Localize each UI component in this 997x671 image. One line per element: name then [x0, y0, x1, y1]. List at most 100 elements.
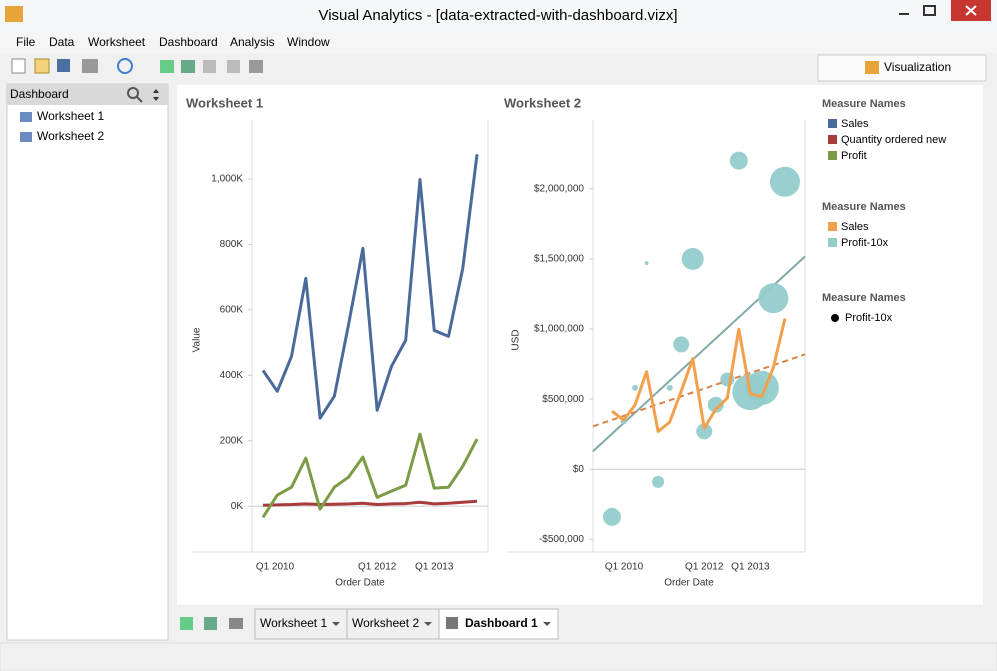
x-tick-label: Q1 2013	[415, 562, 454, 573]
tool-save[interactable]	[57, 59, 70, 72]
bubble	[769, 166, 800, 197]
y-tick-label: $2,000,000	[534, 183, 584, 194]
bubble	[681, 247, 704, 270]
maximize[interactable]	[923, 5, 936, 16]
legend-label: Quantity ordered new	[841, 134, 946, 146]
bottom-tab-label: Dashboard 1	[465, 616, 538, 630]
window-title: Visual Analytics - [data-extracted-with-…	[318, 7, 677, 24]
y-tick-label: 600K	[220, 304, 244, 315]
bottom-tab[interactable]	[438, 608, 559, 640]
bubble	[644, 261, 649, 266]
dashboard-area	[177, 85, 983, 605]
tab-icon	[229, 618, 243, 629]
tab-dropdown[interactable]	[424, 622, 432, 626]
legend-swatch	[828, 151, 837, 160]
search-icon[interactable]	[127, 87, 139, 99]
y-axis-label: USD	[511, 329, 522, 350]
sidebar-item[interactable]: Worksheet 2	[37, 129, 104, 143]
series-line	[261, 432, 479, 519]
chart-title: Worksheet 2	[504, 95, 581, 110]
bottom-tab[interactable]	[254, 608, 348, 640]
tool-chart[interactable]	[203, 60, 216, 73]
bubble	[673, 336, 690, 353]
menu-bar	[0, 31, 997, 53]
bottom-tab-label: Worksheet 2	[352, 616, 419, 630]
bubble	[758, 283, 789, 314]
legend-swatch	[828, 238, 837, 247]
y-tick-label: 200K	[220, 435, 244, 446]
tool-filter[interactable]	[227, 60, 240, 73]
legend-swatch	[828, 222, 837, 231]
legend-label: Profit-10x	[841, 237, 889, 249]
visualization-tab[interactable]	[817, 54, 987, 82]
legend-label: Sales	[841, 221, 869, 233]
bubble	[666, 384, 673, 391]
menu-item[interactable]: Dashboard	[159, 35, 218, 49]
close-icon	[965, 5, 977, 16]
tool-sort[interactable]	[249, 60, 263, 73]
series-line	[261, 154, 479, 420]
tool-open[interactable]	[34, 58, 50, 74]
tool-add-dash[interactable]	[181, 60, 195, 73]
x-tick-label: Q1 2010	[256, 562, 295, 573]
x-axis-label: Order Date	[335, 578, 385, 589]
tool-refresh[interactable]	[117, 58, 133, 74]
sidebar-item[interactable]: Worksheet 1	[37, 109, 104, 123]
menu-item[interactable]: Worksheet	[88, 35, 146, 49]
menu-item[interactable]: File	[16, 35, 36, 49]
series-line	[262, 499, 478, 507]
x-tick-label: Q1 2010	[605, 562, 644, 573]
legend-title: Measure Names	[822, 98, 906, 110]
menu-item[interactable]: Data	[49, 35, 75, 49]
tab-dropdown[interactable]	[332, 622, 340, 626]
y-tick-label: $1,000,000	[534, 324, 584, 335]
sidebar-title: Dashboard	[10, 87, 69, 101]
legend-label: Sales	[841, 118, 869, 130]
tab-dropdown[interactable]	[543, 622, 551, 626]
sheet-icon	[20, 132, 32, 142]
sheet-icon	[20, 112, 32, 122]
x-tick-label: Q1 2012	[358, 562, 397, 573]
dashboard-tab-icon	[446, 617, 458, 629]
y-tick-label: 400K	[220, 370, 244, 381]
y-tick-label: 1,000K	[211, 174, 243, 185]
tool-add-sheet[interactable]	[160, 60, 174, 73]
bubble	[632, 384, 639, 391]
legend-label: Profit-10x	[845, 312, 893, 324]
y-tick-label: 0K	[231, 501, 244, 512]
x-tick-label: Q1 2012	[685, 562, 724, 573]
bubble	[744, 370, 779, 405]
y-tick-label: $1,500,000	[534, 253, 584, 264]
x-axis-label: Order Date	[664, 578, 714, 589]
bubble	[696, 423, 713, 440]
y-tick-label: $0	[573, 464, 585, 475]
chart-title: Worksheet 1	[186, 95, 263, 110]
legend-swatch	[828, 119, 837, 128]
sort-icon[interactable]	[153, 89, 159, 101]
tab-icon	[180, 617, 193, 630]
bubble	[652, 475, 665, 488]
x-tick-label: Q1 2013	[731, 562, 770, 573]
y-tick-label: -$500,000	[539, 534, 584, 545]
legend-swatch	[828, 135, 837, 144]
y-tick-label: 800K	[220, 239, 244, 250]
y-tick-label: $500,000	[542, 394, 584, 405]
tab-icon	[204, 617, 217, 630]
legend-title: Measure Names	[822, 292, 906, 304]
y-axis-label: Value	[192, 327, 203, 352]
toolbar-icons	[11, 58, 263, 74]
tool-new[interactable]	[11, 58, 26, 74]
tool-brush[interactable]	[82, 59, 98, 73]
bubble	[729, 151, 748, 170]
bottom-tab[interactable]	[346, 608, 440, 640]
menu-item[interactable]: Analysis	[230, 35, 275, 49]
sidebar-header	[7, 84, 168, 105]
menu-item[interactable]: Window	[287, 35, 330, 49]
bubble	[603, 507, 621, 526]
title-bar	[0, 0, 997, 31]
visualization-tab-label: Visualization	[884, 60, 951, 74]
search-handle	[136, 96, 143, 103]
app-icon	[5, 6, 23, 22]
bottom-tab-label: Worksheet 1	[260, 616, 327, 630]
